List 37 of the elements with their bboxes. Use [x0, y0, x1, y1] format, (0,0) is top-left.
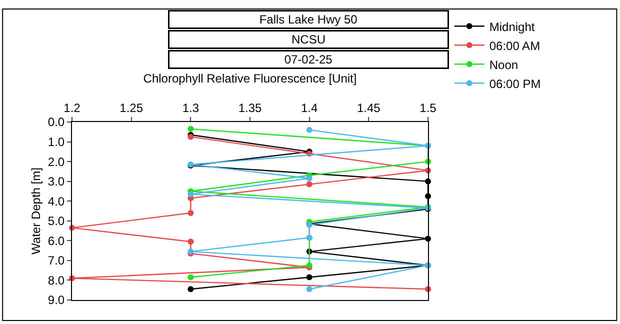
point: [188, 191, 194, 198]
point: [188, 274, 194, 280]
x-tick-label: 1.2: [64, 101, 81, 116]
x-tick-label: 1.4: [300, 101, 318, 116]
point: [306, 274, 312, 280]
y-tick-label: 4.0: [48, 194, 65, 208]
y-tick-label: 5.0: [48, 214, 65, 228]
x-tick-label: 1.25: [120, 101, 144, 116]
y-tick-label: 1.0: [48, 134, 65, 149]
x-tick-label: 1.5: [420, 101, 437, 116]
point: [188, 238, 194, 245]
text: 07-02-25: [284, 52, 333, 66]
point: [188, 210, 194, 216]
x-axis-title: Chlorophyll Relative Fluorescence [Unit]: [143, 72, 357, 86]
point: [306, 286, 312, 292]
point: [306, 181, 312, 188]
y-axis-title: Water Depth [m]: [29, 168, 44, 254]
point: [188, 126, 194, 132]
point: [188, 286, 194, 292]
legend-label: Noon: [489, 58, 518, 72]
y-tick-label: 6.0: [48, 234, 65, 248]
y-tick-label: 0.0: [48, 115, 65, 130]
y-tick-label: 3.0: [48, 174, 65, 189]
point: [306, 175, 312, 182]
chart-subtitle: NCSU: [291, 32, 326, 46]
y-tick-label: 8.0: [48, 273, 65, 288]
y-tick-label: 2.0: [48, 154, 65, 169]
x-tick-label: 1.45: [356, 101, 381, 116]
point: [306, 126, 312, 133]
x-tick-label: 1.35: [238, 101, 262, 116]
legend-label: 06:00 PM: [489, 76, 541, 91]
legend-label: Midnight: [489, 20, 536, 34]
legend-label: 06:00 AM: [489, 38, 540, 53]
x-tick-label: 1.3: [182, 101, 200, 116]
y-tick-label: 9.0: [48, 293, 65, 308]
y-tick-label: 7.0: [48, 254, 65, 268]
chart-title: Falls Lake Hwy 50: [259, 12, 358, 26]
